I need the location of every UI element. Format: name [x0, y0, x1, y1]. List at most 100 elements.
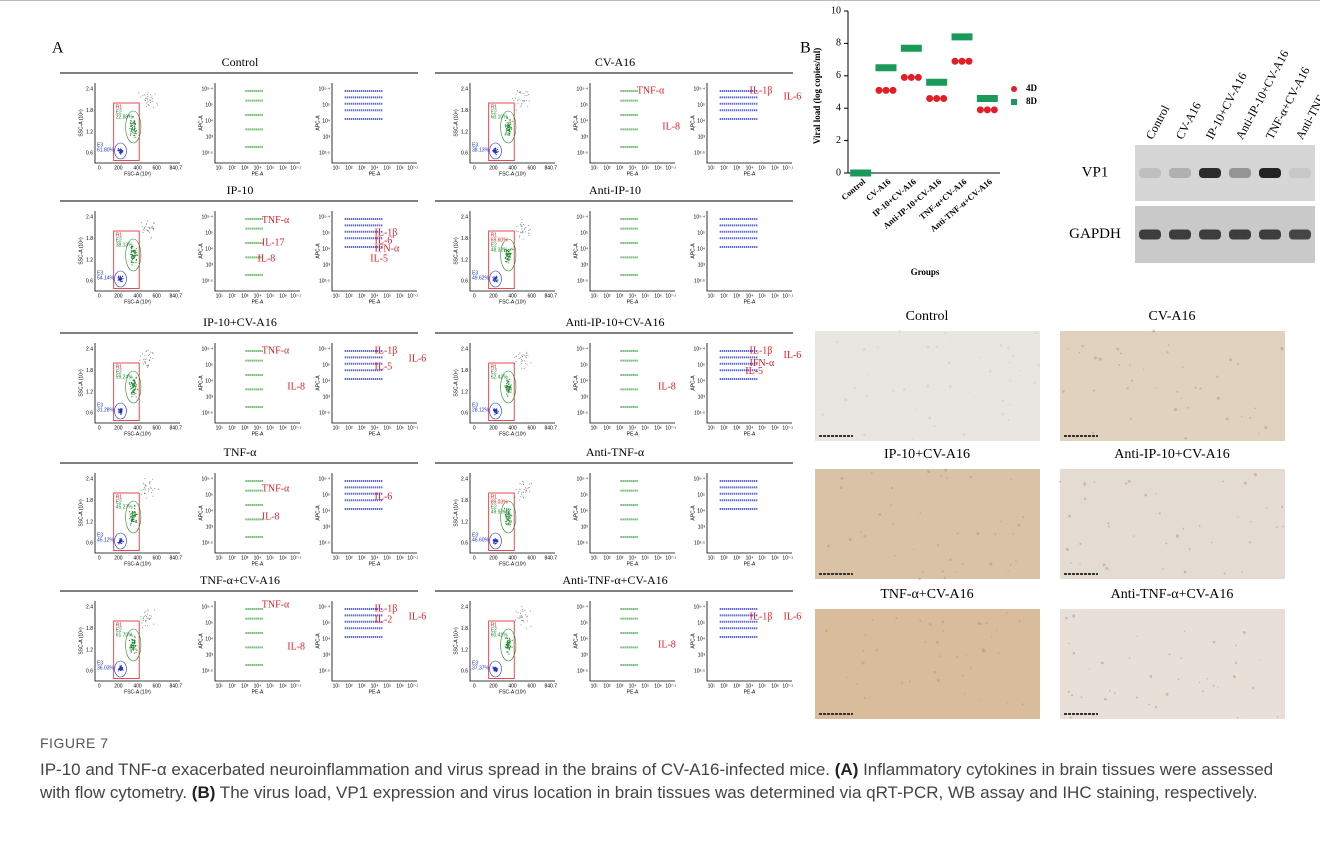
- gate-name: E2: [116, 499, 122, 505]
- gate-e2: [125, 110, 142, 144]
- tissue-speck: [1206, 677, 1208, 680]
- tissue-speck: [1216, 396, 1220, 400]
- event-dot: [504, 637, 506, 639]
- event-dot: [529, 490, 531, 492]
- x-tick-label: 10³: [358, 555, 366, 561]
- event-dot: [133, 518, 135, 521]
- event-dot: [506, 520, 508, 522]
- event-dot: [135, 377, 137, 379]
- y-axis-label: SSC-A (10⁶): [78, 109, 84, 137]
- event-dot: [144, 355, 146, 357]
- event-dot: [148, 104, 150, 106]
- event-dot: [510, 388, 512, 390]
- x-axis-label: PE-A: [744, 299, 756, 305]
- y-tick-label: 10⁴: [322, 379, 330, 385]
- gate-percent: 31.28%: [97, 407, 115, 413]
- event-dot: [151, 97, 153, 99]
- event-dot: [139, 359, 141, 361]
- tissue-speck: [1149, 675, 1153, 678]
- x-tick-label: 840.7: [544, 165, 557, 171]
- event-dot: [120, 668, 122, 670]
- x-tick-label: 200: [489, 683, 498, 689]
- tissue-speck: [1033, 381, 1037, 384]
- event-dot: [144, 492, 146, 494]
- y-tick-label: 10⁴: [697, 637, 705, 643]
- event-dot: [120, 410, 122, 412]
- y-axis-label: SSC-A (10⁶): [78, 627, 84, 655]
- tissue-speck: [939, 655, 942, 658]
- event-dot: [508, 510, 510, 512]
- event-dot: [492, 280, 494, 282]
- event-dot: [509, 131, 511, 133]
- y-tick-label: 1.8: [86, 368, 93, 374]
- x-tick-label: 10¹: [708, 555, 716, 561]
- x-tick-label: 10⁷·¹: [290, 165, 301, 171]
- event-dot: [506, 516, 508, 518]
- caption-text: Inflammatory cytokines in brain tissues …: [40, 760, 1274, 802]
- gate-e3: [114, 402, 127, 420]
- event-dot: [513, 99, 515, 101]
- event-dot: [130, 256, 133, 258]
- blot-band: [1229, 168, 1251, 178]
- event-dot: [150, 487, 152, 489]
- x-tick-label: 400: [508, 293, 517, 299]
- data-point: [850, 169, 872, 177]
- tissue-speck: [940, 654, 942, 656]
- y-tick-label: 1.2: [461, 257, 468, 263]
- x-tick-label: 10⁵: [383, 165, 391, 171]
- event-dot: [507, 381, 509, 384]
- event-dot: [528, 229, 530, 231]
- event-dot: [132, 515, 134, 517]
- event-dot: [152, 227, 154, 229]
- event-dot: [118, 543, 120, 545]
- gate-r1: [113, 230, 140, 289]
- event-dot: [143, 486, 145, 488]
- x-tick-label: 10⁷·¹: [290, 555, 301, 561]
- tissue-speck: [1275, 526, 1278, 528]
- event-dot: [521, 361, 523, 363]
- event-dot: [131, 122, 134, 124]
- event-dot: [135, 130, 137, 132]
- tissue-speck: [936, 679, 940, 683]
- event-dot: [150, 97, 152, 99]
- event-dot: [142, 619, 144, 621]
- event-dot: [134, 127, 136, 130]
- tissue-speck: [862, 650, 865, 652]
- tissue-speck: [1259, 659, 1261, 661]
- event-dot: [508, 521, 510, 523]
- cytokine-label: TNF-α: [262, 345, 290, 356]
- tissue-speck: [876, 346, 879, 349]
- tissue-speck: [1037, 363, 1040, 367]
- x-tick-label: 840.7: [169, 293, 182, 299]
- event-dot: [132, 639, 134, 641]
- event-dot: [133, 383, 135, 386]
- cytokine-label: IL-6: [409, 611, 427, 622]
- event-dot: [512, 248, 514, 250]
- y-tick-label: 10⁵·⁴: [694, 215, 705, 221]
- event-dot: [130, 388, 132, 390]
- event-dot: [521, 615, 523, 617]
- event-dot: [145, 485, 147, 487]
- event-dot: [117, 670, 119, 672]
- tissue-speck: [1165, 542, 1168, 545]
- event-dot: [137, 388, 139, 390]
- x-tick-label: 10⁴: [371, 293, 379, 299]
- cytokine-label: IL-6: [784, 611, 802, 622]
- y-tick-label: 10⁵·⁴: [202, 477, 213, 483]
- event-dot: [524, 487, 526, 489]
- tissue-speck: [1065, 616, 1068, 620]
- y-tick-label: 2.4: [86, 87, 93, 93]
- event-dot: [494, 150, 496, 152]
- tissue-speck: [1116, 347, 1120, 351]
- event-dot: [506, 513, 508, 515]
- x-tick-label: 10⁵: [758, 293, 766, 299]
- x-tick-label: 840.7: [544, 293, 557, 299]
- event-dot: [134, 123, 136, 126]
- event-dot: [130, 648, 132, 650]
- event-dot: [128, 639, 131, 642]
- event-dot: [523, 100, 525, 102]
- event-dot: [152, 352, 154, 354]
- tissue-speck: [1009, 403, 1012, 406]
- event-dot: [525, 91, 527, 93]
- cytokine-label: IL-8: [287, 381, 305, 392]
